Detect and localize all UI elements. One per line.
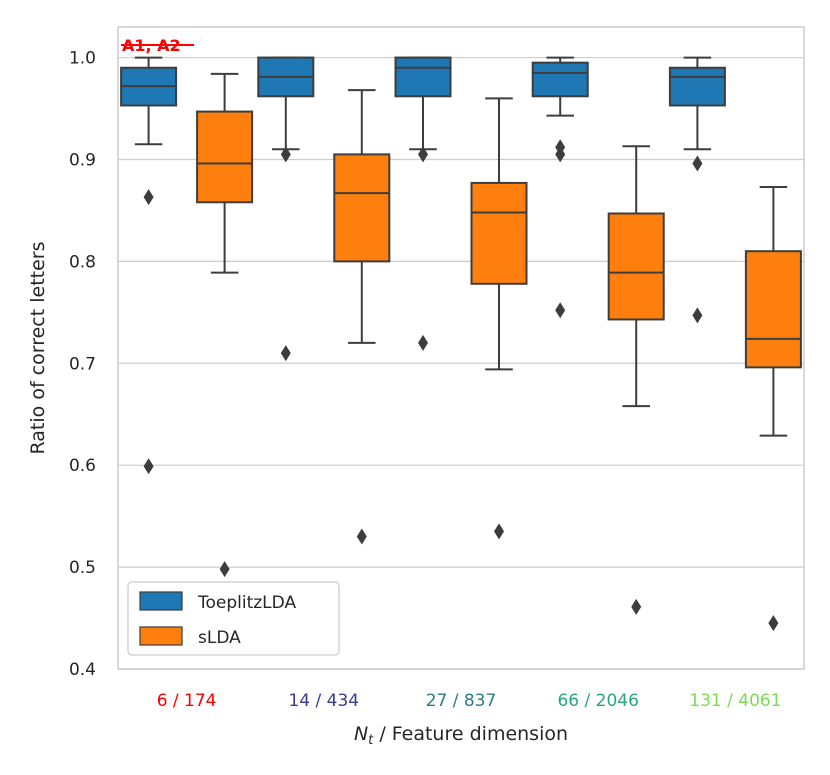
legend-label-toeplitzlda: ToeplitzLDA bbox=[197, 593, 296, 613]
box-slda bbox=[196, 72, 254, 578]
x-axis-label: Nt / Feature dimension bbox=[354, 723, 568, 748]
y-axis-label: Ratio of correct letters bbox=[27, 241, 49, 454]
outlier-marker bbox=[143, 189, 154, 206]
red-annotation: A1, A2 bbox=[121, 36, 194, 55]
outlier-marker bbox=[356, 528, 367, 545]
x-tick-label: 6 / 174 bbox=[157, 691, 217, 711]
y-tick-label: 0.4 bbox=[69, 660, 96, 680]
legend-swatch-toeplitzlda bbox=[139, 591, 183, 611]
outlier-marker bbox=[555, 302, 566, 319]
box-iqr bbox=[196, 110, 254, 204]
outlier-marker bbox=[494, 523, 504, 540]
legend-swatch-slda bbox=[139, 626, 183, 646]
box-iqr bbox=[531, 61, 589, 98]
outlier-marker bbox=[692, 155, 703, 172]
outlier-marker bbox=[280, 146, 291, 163]
outlier-marker bbox=[555, 146, 566, 163]
outlier-marker bbox=[768, 615, 779, 632]
x-axis-label-subscript: t bbox=[368, 733, 374, 748]
box-slda bbox=[607, 145, 665, 615]
box-toeplitzlda bbox=[531, 56, 589, 319]
x-tick-label: 14 / 434 bbox=[288, 691, 359, 711]
box-iqr bbox=[394, 56, 452, 98]
box-iqr bbox=[607, 212, 665, 321]
outlier-marker bbox=[631, 598, 642, 615]
y-tick-label: 0.6 bbox=[69, 456, 96, 476]
x-tick-label: 66 / 2046 bbox=[557, 691, 638, 711]
box-iqr bbox=[744, 250, 802, 369]
outlier-marker bbox=[219, 561, 230, 578]
x-tick-label: 131 / 4061 bbox=[689, 691, 781, 711]
box-iqr bbox=[333, 153, 391, 263]
x-axis-label-text: / Feature dimension bbox=[373, 723, 568, 745]
outlier-marker bbox=[143, 458, 154, 475]
x-tick-label: 27 / 837 bbox=[426, 691, 497, 711]
y-tick-label: 0.5 bbox=[69, 558, 96, 578]
x-axis-label-symbol: N bbox=[354, 723, 368, 745]
box-slda bbox=[470, 97, 528, 540]
y-tick-label: 0.7 bbox=[69, 354, 96, 374]
box-plot-series bbox=[120, 56, 802, 632]
box-toeplitzlda bbox=[120, 56, 178, 475]
outlier-marker bbox=[418, 334, 428, 351]
y-axis-ticks: 0.4 0.5 0.6 0.7 0.8 0.9 1.0 bbox=[69, 49, 96, 680]
legend-label-slda: sLDA bbox=[198, 628, 241, 648]
y-tick-label: 1.0 bbox=[69, 49, 96, 69]
outlier-marker bbox=[418, 146, 428, 163]
box-iqr bbox=[668, 66, 726, 107]
box-iqr bbox=[470, 181, 528, 285]
box-slda bbox=[744, 185, 802, 632]
y-tick-label: 0.9 bbox=[69, 150, 96, 170]
box-toeplitzlda bbox=[668, 56, 726, 324]
plot-area-frame bbox=[117, 26, 805, 670]
outlier-marker bbox=[280, 345, 291, 362]
box-toeplitzlda bbox=[394, 56, 452, 351]
y-tick-label: 0.8 bbox=[69, 252, 96, 272]
legend: ToeplitzLDA sLDA bbox=[127, 581, 340, 656]
x-axis-ticks: 6 / 174 14 / 434 27 / 837 66 / 2046 131 / 40… bbox=[157, 691, 782, 711]
box-slda bbox=[333, 89, 391, 545]
box-toeplitzlda bbox=[257, 56, 315, 362]
outlier-marker bbox=[692, 307, 703, 324]
